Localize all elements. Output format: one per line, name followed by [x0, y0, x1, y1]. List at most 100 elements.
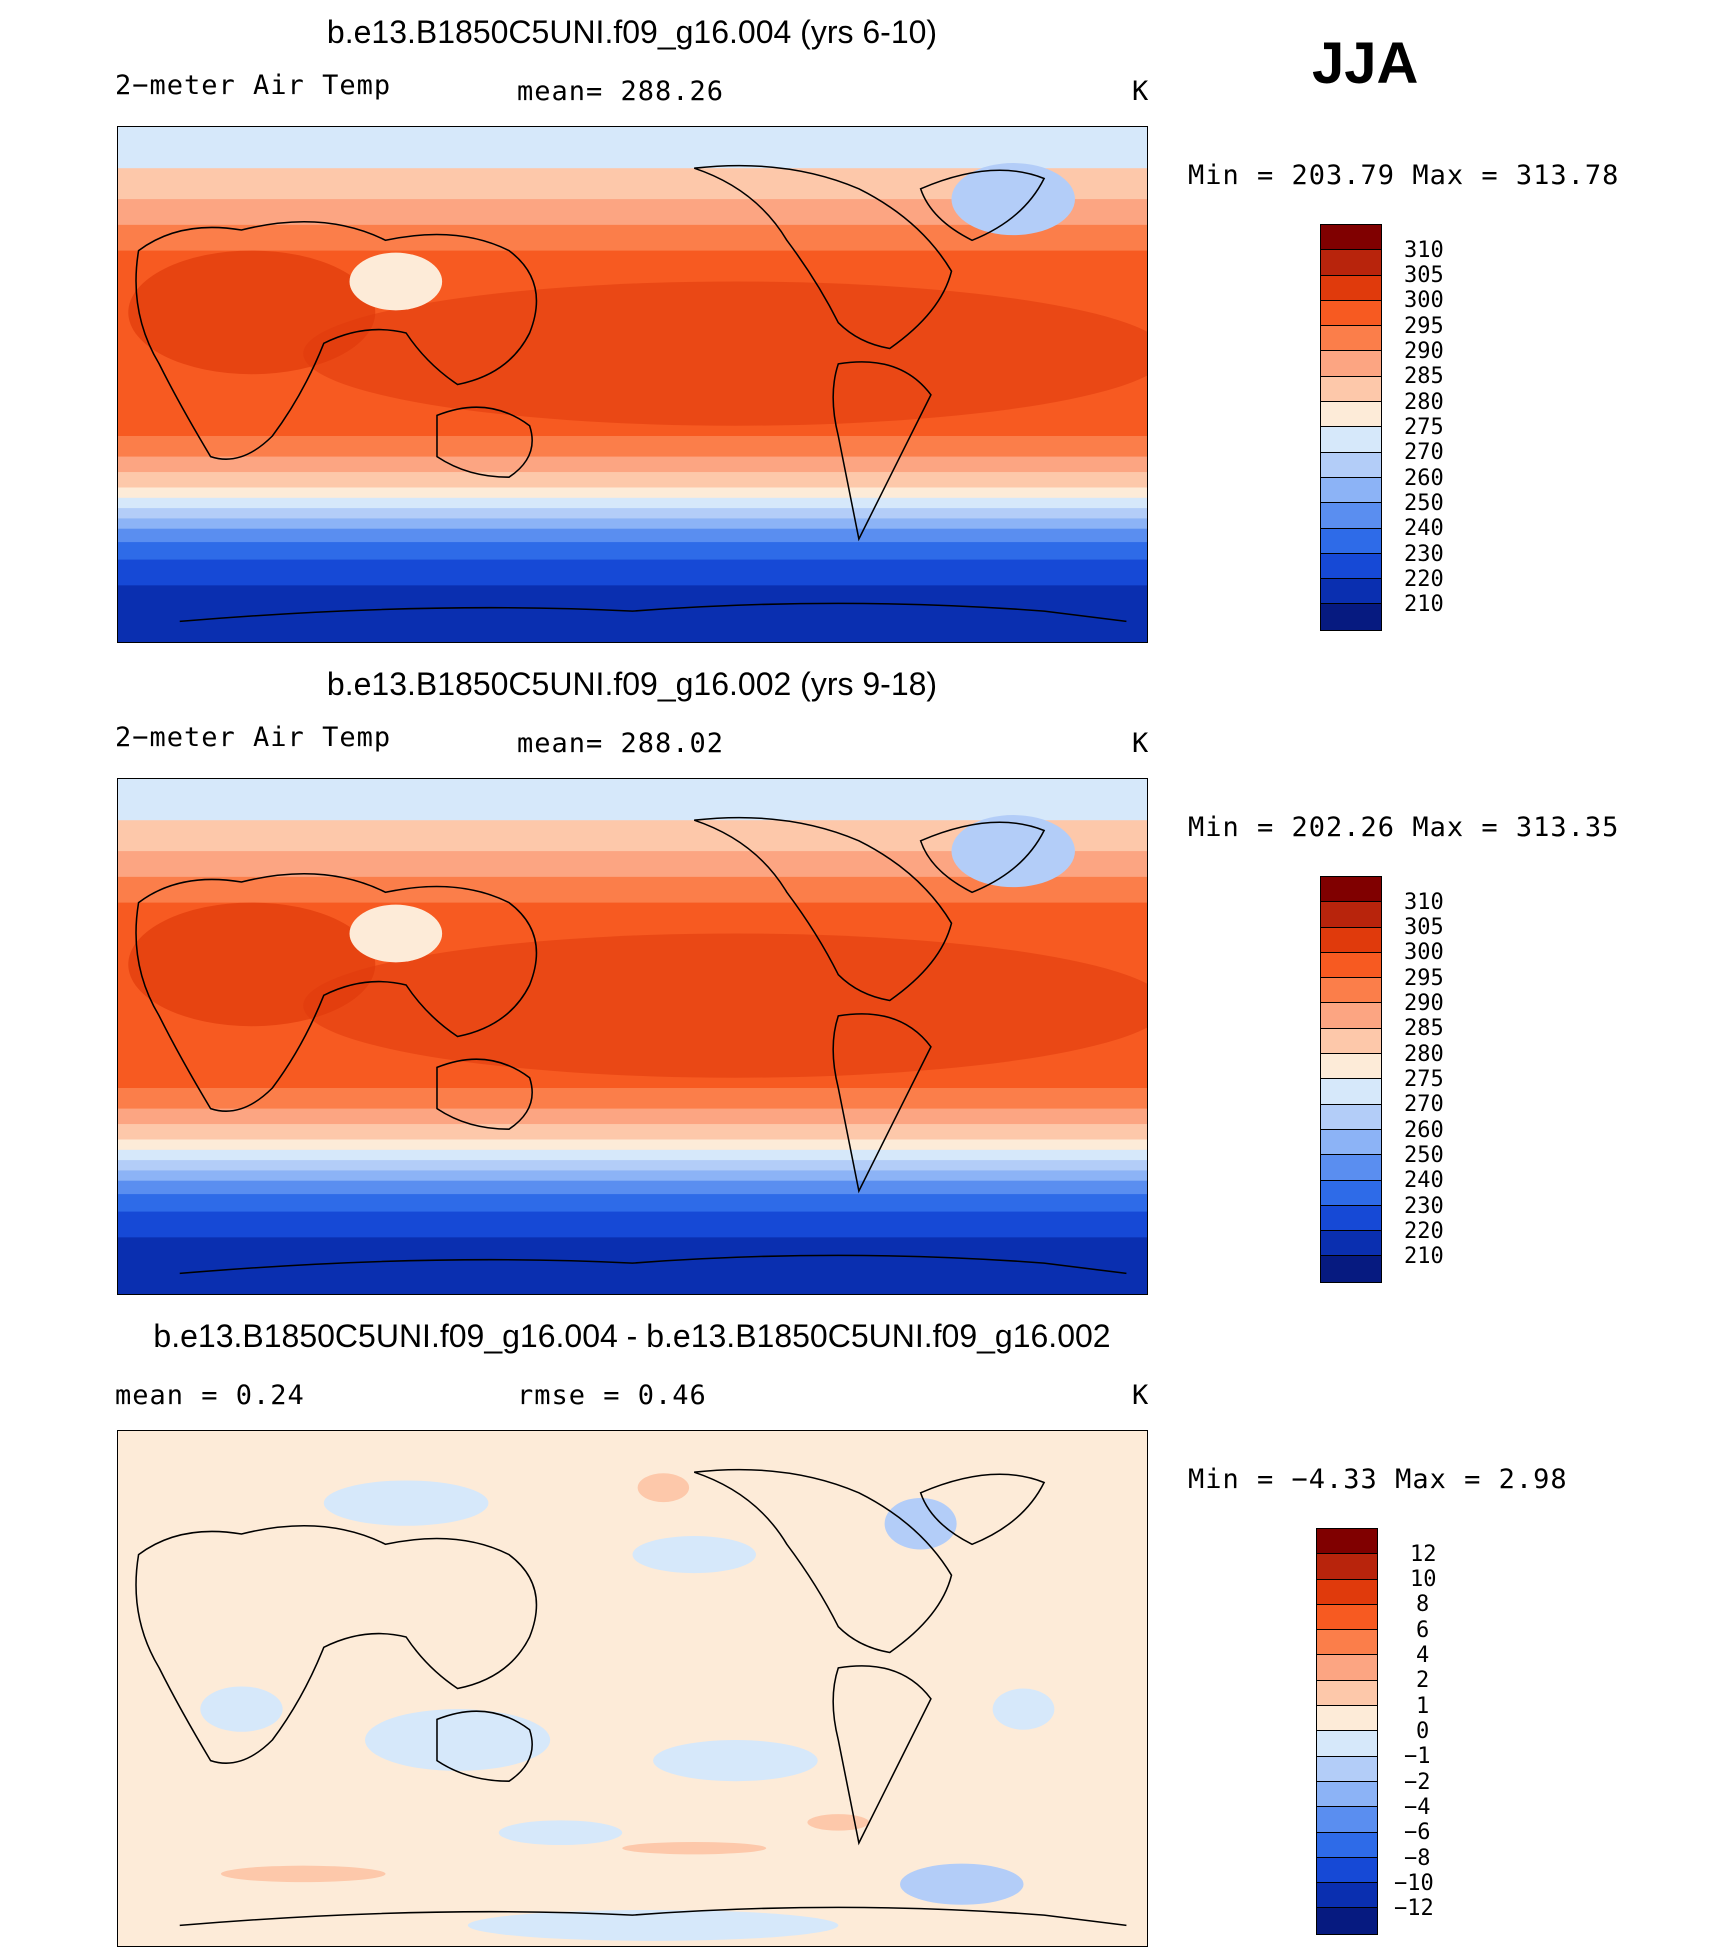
colorbar-swatch — [1317, 1604, 1377, 1631]
colorbar-tick-label: 250 — [1404, 1143, 1444, 1168]
colorbar-tick-label: 230 — [1404, 542, 1444, 567]
colorbar-swatch — [1321, 503, 1381, 529]
panel-3-map-svg — [118, 1431, 1147, 1946]
colorbar-swatch — [1317, 1807, 1377, 1833]
colorbar-swatch — [1321, 1155, 1381, 1181]
colorbar-tick-label: 295 — [1404, 966, 1444, 991]
panel-1-colorbar — [1320, 224, 1382, 631]
colorbar-swatch — [1321, 528, 1381, 554]
colorbar-swatch — [1321, 902, 1381, 928]
colorbar-swatch — [1321, 376, 1381, 403]
colorbar-swatch — [1321, 452, 1381, 478]
colorbar-swatch — [1321, 978, 1381, 1004]
colorbar-swatch — [1321, 275, 1381, 301]
colorbar-tick-label: 270 — [1404, 440, 1444, 465]
colorbar-swatch — [1317, 1680, 1377, 1707]
colorbar-swatch — [1321, 1003, 1381, 1029]
panel-3-mean: mean = 0.24 — [115, 1380, 305, 1411]
colorbar-swatch — [1317, 1706, 1377, 1732]
colorbar-swatch — [1321, 1054, 1381, 1080]
season-label: JJA — [1312, 31, 1419, 96]
colorbar-tick-label: 305 — [1404, 263, 1444, 288]
colorbar-swatch — [1321, 1129, 1381, 1156]
panel-1-minmax: Min = 203.79 Max = 313.78 — [1188, 160, 1620, 191]
colorbar-swatch — [1321, 427, 1381, 453]
panel-1-title: b.e13.B1850C5UNI.f09_g16.004 (yrs 6-10) — [326, 14, 938, 50]
colorbar-tick-label: 1 — [1416, 1694, 1430, 1719]
colorbar-swatch — [1321, 477, 1381, 504]
panel-1-map-svg — [118, 127, 1147, 642]
colorbar-swatch — [1317, 1630, 1377, 1656]
colorbar-tick-label: 0 — [1416, 1719, 1430, 1744]
colorbar-tick-label: 10 — [1410, 1567, 1437, 1592]
colorbar-tick-label: −10 — [1394, 1871, 1434, 1896]
colorbar-swatch — [1321, 604, 1381, 630]
colorbar-tick-label: 310 — [1404, 890, 1444, 915]
colorbar-tick-label: 310 — [1404, 238, 1444, 263]
colorbar-tick-label: 260 — [1404, 1118, 1444, 1143]
colorbar-tick-label: 12 — [1410, 1542, 1437, 1567]
colorbar-swatch — [1317, 1731, 1377, 1757]
colorbar-swatch — [1317, 1554, 1377, 1580]
colorbar-tick-label: 2 — [1416, 1668, 1430, 1693]
panel-3-colorbar — [1316, 1528, 1378, 1935]
colorbar-swatch — [1321, 1231, 1381, 1257]
colorbar-swatch — [1321, 300, 1381, 327]
colorbar-tick-label: 4 — [1416, 1643, 1430, 1668]
colorbar-tick-label: 285 — [1404, 364, 1444, 389]
panel-1-units: K — [1132, 76, 1150, 107]
colorbar-swatch — [1321, 225, 1381, 251]
colorbar-swatch — [1321, 579, 1381, 605]
colorbar-swatch — [1317, 1529, 1377, 1555]
panel-2-mean: mean= 288.02 — [517, 728, 725, 759]
colorbar-tick-label: 6 — [1416, 1618, 1430, 1643]
colorbar-swatch — [1317, 1756, 1377, 1782]
colorbar-swatch — [1317, 1908, 1377, 1934]
colorbar-swatch — [1321, 351, 1381, 377]
colorbar-swatch — [1317, 1832, 1377, 1858]
colorbar-swatch — [1317, 1655, 1377, 1681]
colorbar-tick-label: 280 — [1404, 1042, 1444, 1067]
colorbar-tick-label: −1 — [1404, 1744, 1431, 1769]
colorbar-swatch — [1317, 1857, 1377, 1884]
panel-2-map-svg — [118, 779, 1147, 1294]
colorbar-swatch — [1321, 1180, 1381, 1206]
panel-2-units: K — [1132, 728, 1150, 759]
colorbar-tick-label: 220 — [1404, 567, 1444, 592]
panel-3-title: b.e13.B1850C5UNI.f09_g16.004 - b.e13.B18… — [153, 1318, 1111, 1354]
colorbar-swatch — [1321, 553, 1381, 580]
colorbar-tick-label: 240 — [1404, 1168, 1444, 1193]
colorbar-tick-label: −2 — [1404, 1770, 1431, 1795]
colorbar-swatch — [1321, 877, 1381, 903]
colorbar-tick-label: 220 — [1404, 1219, 1444, 1244]
colorbar-tick-label: 250 — [1404, 491, 1444, 516]
colorbar-tick-label: −6 — [1404, 1820, 1431, 1845]
panel-1-map — [117, 126, 1148, 643]
colorbar-tick-label: 275 — [1404, 415, 1444, 440]
colorbar-swatch — [1321, 1205, 1381, 1232]
colorbar-swatch — [1321, 927, 1381, 953]
panel-1-mean: mean= 288.26 — [517, 76, 725, 107]
colorbar-tick-label: 300 — [1404, 940, 1444, 965]
panel-3-minmax: Min = −4.33 Max = 2.98 — [1188, 1464, 1568, 1495]
panel-2-variable: 2−meter Air Temp — [115, 722, 392, 753]
colorbar-tick-label: 8 — [1416, 1592, 1430, 1617]
colorbar-tick-label: 210 — [1404, 1244, 1444, 1269]
panel-2-minmax: Min = 202.26 Max = 313.35 — [1188, 812, 1620, 843]
colorbar-swatch — [1321, 1256, 1381, 1282]
colorbar-swatch — [1321, 952, 1381, 979]
colorbar-swatch — [1321, 1104, 1381, 1130]
colorbar-tick-label: −8 — [1404, 1846, 1431, 1871]
colorbar-tick-label: 300 — [1404, 288, 1444, 313]
panel-3-map — [117, 1430, 1148, 1947]
colorbar-tick-label: 230 — [1404, 1194, 1444, 1219]
panel-2-map — [117, 778, 1148, 1295]
colorbar-tick-label: 305 — [1404, 915, 1444, 940]
colorbar-swatch — [1321, 402, 1381, 428]
colorbar-tick-label: −12 — [1394, 1896, 1434, 1921]
colorbar-swatch — [1321, 1028, 1381, 1055]
colorbar-tick-label: 290 — [1404, 991, 1444, 1016]
panel-2-title: b.e13.B1850C5UNI.f09_g16.002 (yrs 9-18) — [326, 666, 938, 702]
colorbar-tick-label: 260 — [1404, 466, 1444, 491]
colorbar-tick-label: 290 — [1404, 339, 1444, 364]
